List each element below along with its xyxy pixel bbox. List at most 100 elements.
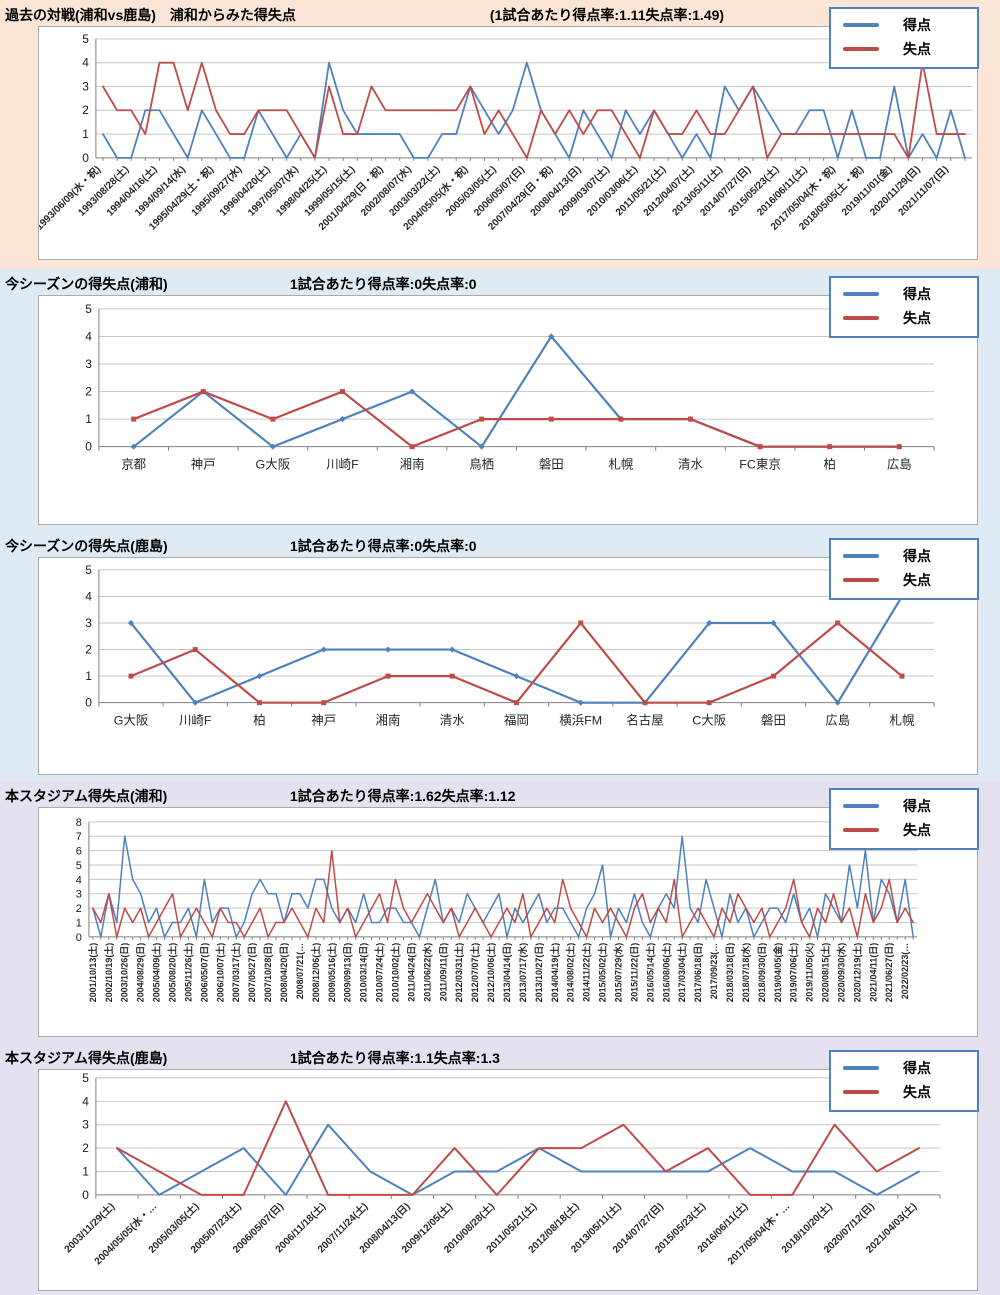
chart-title: 本スタジアム得失点(浦和)	[5, 788, 168, 804]
x-tick-label: 2007/05/27(日)	[247, 943, 257, 1002]
x-tick-label: 2018/07/18(水)	[740, 943, 751, 1002]
concede-line	[132, 390, 901, 448]
y-tick-label: 4	[82, 1094, 89, 1108]
chart-header: 本スタジアム得失点(鹿島) 1試合あたり得点率:1.1失点率:1.3	[0, 1043, 1000, 1069]
x-tick-label: 2022/02/23(…	[900, 943, 910, 999]
score-line-swatch	[843, 292, 879, 296]
y-tick-label: 3	[85, 616, 92, 630]
y-tick-label: 0	[76, 932, 82, 944]
chart-panel: 5 4 3 2 1 0 1993/06/09(水・祝) 1993/08/28(土) 1994/0…	[38, 7, 979, 260]
score-marker	[130, 443, 137, 450]
x-tick-label: 神戸	[191, 458, 216, 472]
x-tick-label: 2021/04/11(日)	[868, 943, 878, 1002]
x-tick-label: 柏	[253, 713, 265, 728]
x-tick-label: 2011/04/24(日)	[406, 943, 416, 1002]
x-tick-label: 2014/07/27(日)	[698, 163, 754, 218]
x-tick-label: 名古屋	[626, 713, 663, 728]
chart-title: 今シーズンの得失点(鹿島)	[5, 538, 168, 554]
legend-item-concede: 失点	[843, 39, 969, 59]
x-tick-label: 2007/03/17(土)	[230, 943, 241, 1002]
section-season-urawa: 今シーズンの得失点(浦和) 1試合あたり得点率:0失点率:0 5 4 3 2 1 0 京都 神…	[0, 269, 1000, 531]
chart-title: 本スタジアム得失点(鹿島)	[5, 1050, 168, 1066]
concede-marker	[770, 673, 776, 679]
y-tick-label: 0	[85, 696, 92, 710]
x-tick-label: 磐田	[539, 458, 564, 472]
y-tick-label: 3	[85, 357, 92, 371]
y-tick-label: 3	[82, 79, 89, 93]
chart-legend: 得点 失点	[829, 788, 979, 850]
concede-marker	[618, 416, 624, 422]
chart-title: 過去の対戦(浦和vs鹿島) 浦和からみた得失点	[5, 7, 296, 23]
x-tick-label: 2009/05/16(土)	[326, 943, 337, 1002]
concede-marker	[449, 673, 455, 679]
chart-panel: 5 4 3 2 1 0 2003/11/29(土) 2004/05/05(水・… 2005/03…	[38, 1050, 979, 1291]
chart-panel: 5 4 3 2 1 0 G大阪 川崎F 柏 神戸 湘南 清水 福岡 横浜FM 名古屋 C大阪 磐田 広島 札幌 得点…	[38, 538, 979, 775]
concede-line-swatch	[843, 47, 879, 51]
score-marker	[192, 699, 199, 706]
x-tick-label: 2014/11/22(土)	[581, 943, 592, 1002]
concede-marker	[479, 416, 485, 422]
y-tick-label: 6	[76, 846, 82, 858]
concede-marker	[192, 647, 198, 653]
concede-marker	[827, 444, 833, 450]
x-tick-label: 2015/11/22(日)	[629, 943, 639, 1002]
line-chart-canvas: 5432102003/11/29(土)2004/05/05(水・…2005/03…	[61, 1071, 941, 1267]
x-tick-label: 2013/10/27(日)	[534, 943, 544, 1002]
legend-concede-label: 失点	[903, 822, 931, 838]
y-tick-label: 0	[82, 151, 89, 165]
x-tick-label: 2008/04/20(日)	[279, 943, 289, 1002]
concede-marker	[548, 416, 554, 422]
y-tick-label: 0	[82, 1188, 89, 1202]
y-tick-label: 2	[85, 643, 92, 657]
chart-panel: 8 7 6 5 4 3 2 1 0 2001/10/13(土) 2002/10/19(土) 2003/…	[38, 788, 979, 1037]
x-tick-label: 横浜FM	[559, 713, 602, 727]
x-tick-label: 2018/09/30(日)	[757, 943, 767, 1002]
legend-item-score: 得点	[843, 1058, 969, 1078]
y-tick-label: 3	[76, 889, 82, 901]
score-marker	[513, 673, 520, 680]
line-chart-canvas: 5 4 3 2 1 0 G大阪 川崎F 柏 神戸 湘南 清水 福岡 横浜FM 名古屋 C大阪 磐田 広島 札幌	[85, 563, 935, 728]
x-tick-label: 広島	[887, 457, 912, 472]
section-stadium-kashima: 本スタジアム得失点(鹿島) 1試合あたり得点率:1.1失点率:1.3 5 4 3 2 1…	[0, 1043, 1000, 1295]
x-tick-label: 2007/10/28(日)	[263, 943, 273, 1002]
x-tick-label: 2010/10/02(土)	[389, 943, 400, 1002]
concede-marker	[339, 389, 345, 395]
x-tick-label: 川崎F	[179, 713, 212, 727]
y-tick-label: 5	[85, 563, 92, 577]
x-tick-label: 2012/03/31(土)	[453, 943, 464, 1002]
concede-marker	[270, 416, 276, 422]
x-tick-label: 札幌	[890, 713, 915, 728]
concede-marker	[131, 416, 137, 422]
score-line-swatch	[843, 554, 879, 558]
chart-legend: 得点 失点	[829, 7, 979, 69]
rate-label: (1試合あたり得点率:1.11失点率:1.49)	[489, 7, 725, 23]
chart-header: 本スタジアム得失点(浦和) 1試合あたり得点率:1.62失点率:1.12	[0, 781, 1000, 807]
concede-marker	[409, 444, 415, 450]
x-tick-label: 2019/07/06(土)	[788, 943, 799, 1002]
x-tick-label: 福岡	[504, 713, 529, 728]
concede-line	[115, 1100, 920, 1196]
legend-item-score: 得点	[843, 284, 969, 304]
concede-marker	[256, 700, 262, 706]
x-tick-label: 2011/09/11(日)	[438, 943, 448, 1001]
y-tick-label: 4	[85, 329, 92, 343]
score-marker	[384, 646, 392, 653]
chart-legend: 得点 失点	[829, 276, 979, 338]
concede-line-swatch	[843, 578, 879, 582]
score-line-swatch	[843, 23, 879, 27]
legend-concede-label: 失点	[903, 572, 931, 588]
legend-concede-label: 失点	[903, 41, 931, 57]
legend-item-concede: 失点	[843, 308, 969, 328]
score-line-swatch	[843, 804, 879, 808]
legend-score-label: 得点	[903, 17, 931, 33]
x-tick-label: 2017/06/18(日)	[693, 943, 703, 1002]
score-marker	[577, 699, 584, 706]
x-tick-label: 2010/03/14(日)	[359, 943, 369, 1002]
y-tick-label: 5	[82, 32, 89, 46]
score-marker	[449, 646, 456, 653]
x-tick-label: 2009/09/13(日)	[343, 943, 353, 1002]
concede-marker	[578, 620, 584, 626]
rate-label: 1試合あたり得点率:1.1失点率:1.3	[289, 1050, 500, 1066]
rate-label: 1試合あたり得点率:1.62失点率:1.12	[289, 788, 516, 804]
score-marker	[339, 416, 346, 423]
